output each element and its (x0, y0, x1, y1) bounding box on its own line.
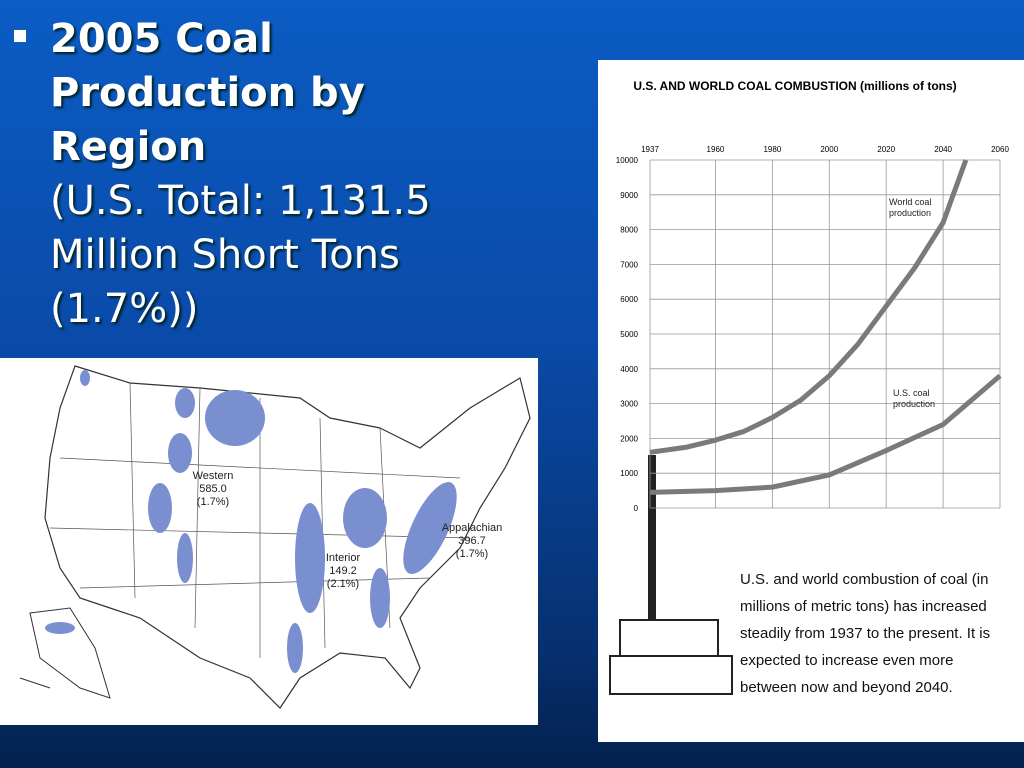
x-tick-label: 2060 (991, 145, 1009, 154)
region-name: Appalachian (441, 522, 503, 534)
region-value: 396.7 (458, 535, 486, 547)
x-tick-label: 1937 (641, 145, 659, 154)
y-tick-label: 6000 (620, 295, 638, 304)
series-line (649, 373, 1002, 495)
y-tick-label: 4000 (620, 365, 638, 374)
y-tick-label: 2000 (620, 434, 638, 443)
y-tick-label: 5000 (620, 330, 638, 339)
series-label: U.S. coal production (893, 388, 936, 409)
title-bold: 2005 Coal Production by Region (50, 16, 365, 170)
region-name: Interior (325, 552, 361, 564)
region-share: (1.7%) (455, 548, 489, 560)
y-tick-label: 10000 (616, 156, 639, 165)
coal-map (0, 358, 538, 725)
region-name: Western (192, 470, 234, 482)
series-label: World coal production (889, 197, 932, 218)
x-tick-label: 2000 (820, 145, 838, 154)
series-line (649, 159, 969, 455)
x-tick-label: 2020 (877, 145, 895, 154)
caption: U.S. and world combustion of coal (in mi… (740, 571, 991, 696)
slide-title: 2005 Coal Production by Region (U.S. Tot… (50, 12, 530, 336)
subtitle: (U.S. Total: 1,131.5 Million Short Tons … (50, 178, 431, 332)
smokestack (609, 455, 733, 695)
region-value: 149.2 (329, 565, 357, 577)
bullet (14, 30, 26, 42)
region-label: Interior 149.2 (2.1%) (303, 552, 383, 591)
x-tick-label: 1960 (707, 145, 725, 154)
region-share: (2.1%) (326, 578, 360, 590)
region-label: Appalachian 396.7 (1.7%) (432, 522, 512, 561)
y-tick-label: 1000 (620, 469, 638, 478)
y-tick-label: 8000 (620, 226, 638, 235)
y-tick-label: 9000 (620, 191, 638, 200)
y-tick-label: 0 (634, 504, 639, 513)
region-value: 585.0 (199, 483, 227, 495)
region-share: (1.7%) (196, 496, 230, 508)
y-tick-label: 7000 (620, 260, 638, 269)
chart-title: U.S. AND WORLD COAL COMBUSTION (millions… (633, 79, 956, 93)
y-tick-label: 3000 (620, 400, 638, 409)
region-label: Western 585.0 (1.7%) (173, 470, 253, 509)
coal-chart: U.S. AND WORLD COAL COMBUSTION (millions… (598, 60, 1024, 742)
x-tick-label: 2040 (934, 145, 952, 154)
x-tick-label: 1980 (763, 145, 781, 154)
